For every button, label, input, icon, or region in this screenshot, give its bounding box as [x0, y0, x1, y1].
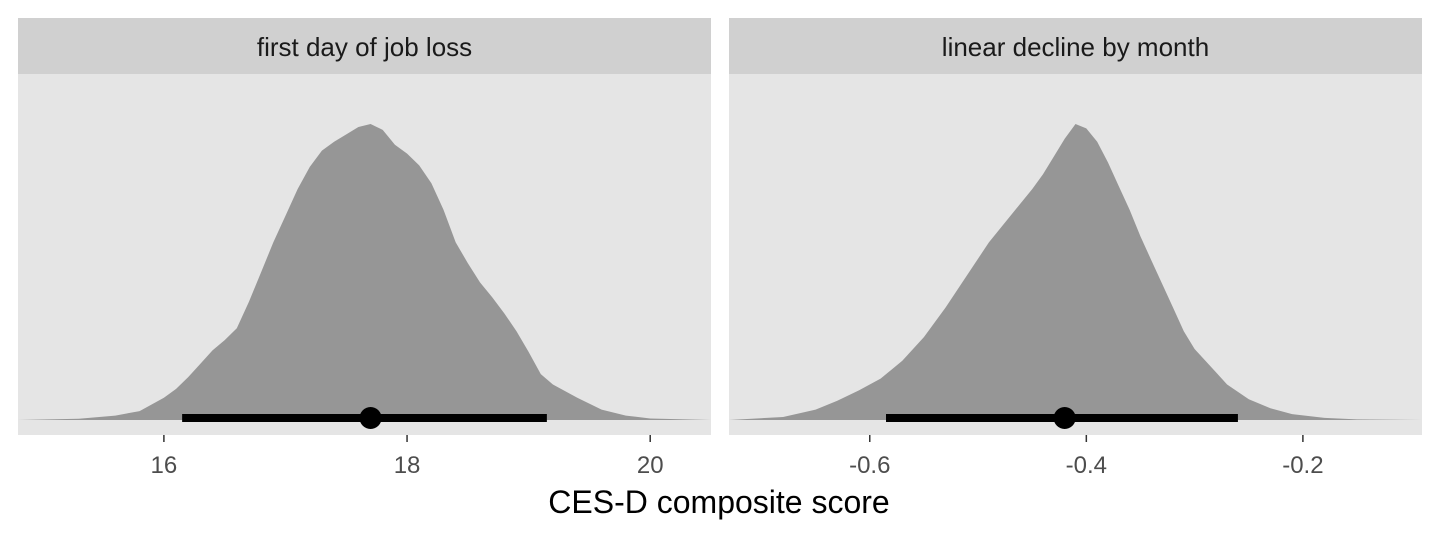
point-estimate-dot [1053, 407, 1076, 429]
facet-strip-label: linear decline by month [942, 32, 1209, 62]
posterior-density-area [18, 124, 711, 420]
facet-strip-label: first day of job loss [257, 32, 472, 62]
panel-2: linear decline by month -0.6 -0.4 -0.2 [729, 18, 1422, 479]
panels-layer: first day of job loss 16 18 20 linear declin… [18, 18, 1422, 479]
panel-1: first day of job loss 16 18 20 [18, 18, 711, 479]
x-tick-label: 20 [637, 452, 664, 479]
facet-strip [729, 18, 1422, 74]
facet-strip [18, 18, 711, 74]
x-tick-label: -0.2 [1282, 452, 1323, 479]
point-estimate-dot [359, 407, 382, 429]
x-tick-label: -0.6 [849, 452, 890, 479]
posterior-density-area [729, 124, 1422, 420]
x-tick-label: 16 [151, 452, 178, 479]
x-axis-title: CES-D composite score [548, 484, 889, 520]
x-tick-label: 18 [394, 452, 421, 479]
x-tick-label: -0.4 [1066, 452, 1107, 479]
